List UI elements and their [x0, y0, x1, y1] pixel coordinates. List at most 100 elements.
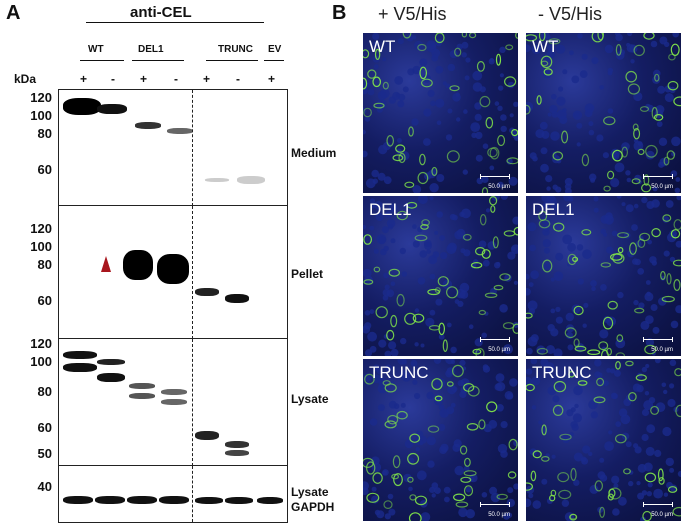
nucleus [529, 244, 536, 252]
nucleus [474, 102, 482, 110]
cel-signal [428, 325, 441, 331]
nucleus [672, 33, 679, 38]
cel-signal [593, 396, 606, 404]
cel-signal [540, 455, 550, 462]
nucleus [374, 201, 383, 210]
nucleus [371, 486, 377, 492]
cel-signal [363, 279, 374, 285]
nucleus [589, 484, 599, 494]
cel-signal [446, 150, 460, 163]
nucleus [572, 110, 583, 120]
nucleus [427, 460, 435, 468]
cel-signal [481, 187, 489, 193]
nucleus [606, 368, 611, 373]
nucleus [599, 85, 604, 90]
cel-signal [538, 33, 546, 42]
nucleus [458, 507, 468, 518]
scale-bar [643, 174, 673, 179]
nucleus [664, 93, 674, 103]
nucleus [621, 202, 626, 207]
nucleus [653, 69, 661, 78]
nucleus [512, 216, 518, 225]
cel-signal [375, 306, 388, 319]
nucleus [426, 436, 436, 446]
nucleus [429, 273, 436, 280]
nucleus [395, 93, 400, 98]
nucleus [546, 345, 555, 354]
cel-signal [596, 377, 605, 387]
cel-signal [672, 506, 681, 517]
cel-signal [478, 419, 486, 430]
nucleus [419, 250, 427, 258]
nucleus [594, 359, 602, 367]
nucleus [604, 44, 614, 54]
nucleus [369, 225, 375, 231]
nucleus [613, 369, 621, 377]
nucleus [591, 286, 596, 292]
nucleus [481, 175, 489, 183]
nucleus [436, 120, 442, 125]
blot-lysate [58, 338, 288, 467]
nucleus [590, 177, 596, 183]
nucleus [435, 65, 444, 74]
nucleus [478, 240, 487, 248]
nucleus [485, 208, 491, 213]
nucleus [633, 299, 639, 306]
nucleus [584, 103, 595, 113]
cel-signal [675, 404, 681, 418]
nucleus [373, 41, 379, 47]
nucleus [645, 315, 654, 324]
micrograph-trunc-plus: TRUNC 50.0 µm [363, 359, 518, 521]
nucleus [556, 109, 567, 120]
cel-signal [407, 452, 420, 465]
nucleus [576, 142, 581, 147]
nucleus [662, 426, 672, 437]
cel-signal [463, 457, 471, 467]
nucleus [646, 291, 651, 297]
nucleus [675, 177, 681, 182]
cel-signal [472, 348, 482, 355]
nucleus [611, 475, 620, 484]
nucleus [450, 359, 456, 365]
cel-signal [382, 81, 389, 90]
nucleus [538, 420, 543, 425]
cel-signal [633, 127, 641, 140]
cel-signal [404, 181, 415, 188]
cel-signal [420, 224, 429, 230]
cel-signal [668, 53, 676, 61]
nucleus [377, 383, 388, 394]
cel-signal [662, 214, 672, 222]
cel-signal [499, 273, 511, 281]
group-line-trunc [206, 60, 258, 61]
nucleus [465, 486, 472, 493]
nucleus [420, 343, 425, 348]
nucleus [388, 341, 397, 350]
nucleus [643, 462, 653, 472]
nucleus [401, 271, 408, 277]
nucleus [663, 492, 669, 497]
cel-signal [476, 61, 485, 72]
cel-signal [366, 492, 380, 503]
nucleus [447, 384, 457, 395]
nucleus [618, 496, 627, 506]
nucleus [667, 232, 677, 243]
nucleus [539, 121, 548, 130]
cel-signal [631, 178, 641, 185]
nucleus [423, 108, 432, 117]
nucleus [638, 302, 645, 309]
cel-signal [526, 482, 533, 491]
nucleus [637, 268, 645, 275]
nucleus [407, 68, 415, 76]
nucleus [435, 98, 445, 108]
nucleus [406, 33, 414, 42]
cel-signal [643, 174, 650, 186]
nucleus [465, 509, 475, 519]
nucleus [616, 196, 622, 199]
nucleus [645, 338, 655, 347]
nucleus [551, 454, 556, 459]
nucleus [386, 219, 396, 228]
nucleus [436, 174, 445, 182]
nucleus [399, 247, 406, 255]
cel-signal [364, 373, 375, 385]
nucleus [669, 467, 675, 473]
